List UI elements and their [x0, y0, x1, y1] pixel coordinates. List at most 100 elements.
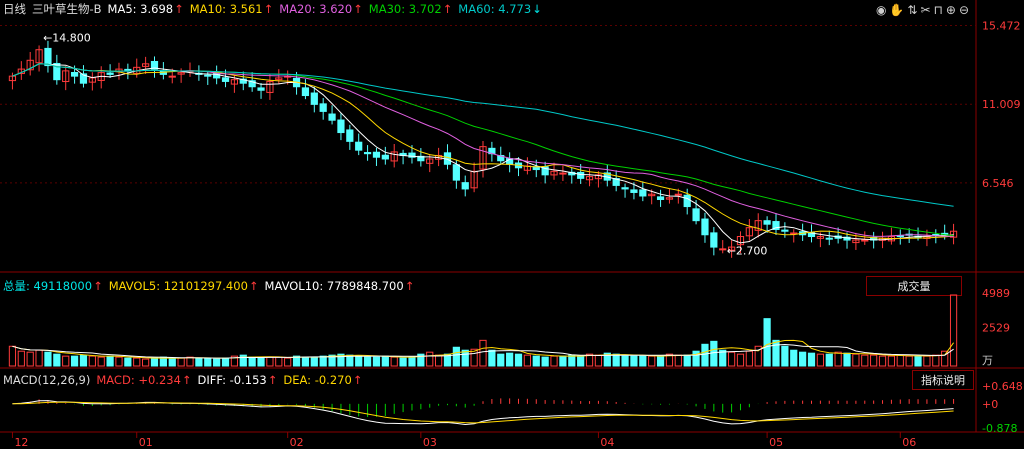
x-tick-label: 02	[290, 436, 304, 449]
volume-bar	[435, 354, 443, 367]
volume-bar	[630, 355, 638, 367]
volume-bar	[310, 356, 318, 367]
volume-bar	[736, 353, 745, 367]
volume-bar	[914, 355, 922, 367]
volume-bar	[301, 356, 310, 367]
volume-bar	[656, 355, 665, 367]
indicator-label: MAVOL10: 7789848.700	[264, 279, 404, 293]
indicator-label: MACD: +0.234	[96, 373, 181, 387]
low-marker: ←2.700	[727, 245, 768, 258]
volume-bar	[594, 354, 603, 367]
candle-body	[310, 92, 318, 105]
macd-line	[12, 401, 954, 424]
volume-bar	[248, 356, 256, 367]
eye-icon[interactable]: ◉	[875, 3, 890, 17]
candle-body	[221, 77, 230, 82]
candle-body	[319, 103, 327, 112]
volume-bar	[541, 356, 549, 367]
volume-bar	[426, 351, 434, 367]
volume-bar	[568, 354, 576, 367]
volume-bar	[399, 357, 407, 367]
volume-bar	[790, 349, 798, 367]
volume-bar	[674, 354, 682, 367]
volume-bar	[8, 345, 17, 367]
volume-header: 总量: 49118000↑ MAVOL5: 12101297.400↑ MAVOL1…	[3, 279, 420, 293]
volume-bar	[26, 351, 34, 367]
volume-bar	[372, 356, 381, 367]
volume-bar	[221, 357, 230, 367]
indicator-label: MA60: 4.773	[458, 2, 532, 16]
ma-line	[12, 63, 954, 207]
sort-icon[interactable]: ⇅	[907, 3, 921, 17]
volume-bar	[319, 355, 327, 367]
zoom-in-icon[interactable]: ⊕	[945, 3, 959, 17]
candle-body	[248, 80, 256, 88]
candle-body	[417, 155, 425, 162]
arrow-up-icon: ↑	[404, 279, 415, 293]
y-tick-label: 11.009	[982, 98, 1021, 111]
hand-icon[interactable]: ✋	[889, 3, 908, 17]
volume-bar	[106, 355, 114, 367]
volume-bar	[861, 354, 869, 367]
candle-body	[44, 47, 52, 67]
volume-indicator-button[interactable]: 成交量	[866, 276, 962, 296]
volume-bar	[337, 353, 345, 367]
volume-bar	[35, 349, 43, 367]
candle-body	[772, 221, 780, 230]
volume-bar	[195, 357, 203, 367]
volume-bar	[648, 355, 656, 367]
volume-y-tick: 2529	[982, 322, 1010, 335]
candle-body	[301, 87, 310, 97]
candle-body	[390, 151, 398, 162]
candle-body	[674, 193, 682, 196]
candle-body	[692, 208, 700, 222]
volume-y-tick: 万	[982, 354, 993, 367]
candle-body	[736, 236, 745, 246]
volume-bar	[683, 354, 691, 367]
indicator-help-button[interactable]: 指标说明	[912, 370, 974, 390]
arrow-up-icon: ↑	[93, 279, 103, 293]
indicator-label: MA10: 3.561	[189, 2, 263, 16]
candle-body	[426, 158, 434, 164]
volume-bar	[177, 357, 185, 367]
candle-body	[150, 60, 159, 70]
candle-body	[346, 129, 354, 142]
volume-bar	[381, 355, 389, 367]
volume-bar	[417, 353, 425, 367]
indicator-label: MACD(12,26,9)	[3, 373, 91, 387]
chart-toolbar: ◉✋⇅✂⊓⊕⊖	[876, 3, 972, 17]
candle-body	[372, 151, 381, 158]
candle-body	[275, 77, 283, 81]
candle-body	[763, 220, 771, 225]
candle-body	[79, 73, 88, 84]
zoom-out-icon[interactable]: ⊖	[958, 3, 972, 17]
volume-bar	[825, 353, 833, 367]
scissors-icon[interactable]: ✂	[920, 3, 934, 17]
lock-icon[interactable]: ⊓	[933, 3, 946, 17]
volume-bar	[932, 354, 940, 367]
volume-bar	[133, 357, 141, 367]
x-tick-label: 12	[14, 436, 28, 449]
volume-bar	[328, 354, 336, 367]
volume-bar	[639, 355, 647, 367]
candle-body	[656, 196, 665, 201]
candle-body	[790, 232, 798, 235]
volume-bar	[355, 355, 363, 367]
high-marker: ←14.800	[43, 31, 91, 44]
volume-bar	[923, 355, 931, 367]
indicator-label: DEA: -0.270	[283, 373, 352, 387]
candle-body	[665, 197, 674, 200]
volume-bar	[150, 357, 159, 367]
x-tick-label: 03	[423, 436, 437, 449]
volume-bar	[727, 351, 736, 367]
volume-bar	[532, 355, 540, 367]
candle-body	[53, 62, 61, 81]
candle-body	[470, 170, 478, 189]
stock-name: 三叶草生物-B	[32, 2, 102, 16]
indicator-label: MA20: 3.620	[279, 2, 353, 16]
indicator-label: MAVOL5: 12101297.400	[108, 279, 248, 293]
volume-bar	[266, 356, 274, 367]
volume-bar	[115, 356, 123, 367]
candle-body	[328, 113, 336, 121]
